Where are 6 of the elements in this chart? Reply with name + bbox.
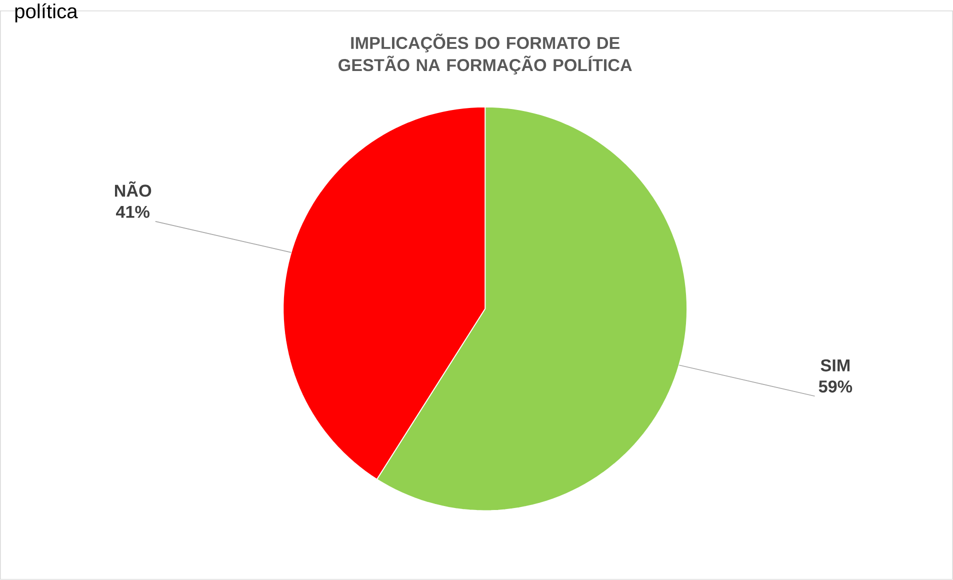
data-label: 59% bbox=[818, 380, 852, 393]
slice-label: SIM bbox=[820, 359, 850, 372]
text: política bbox=[15, 3, 78, 22]
chart-title: IMPLICAÇÕES DO FORMATO DE GESTÃO NA FORMAÇÃO POLÍTICA bbox=[338, 34, 632, 75]
slice-label: NÃO bbox=[114, 181, 152, 197]
data-label: 41% bbox=[116, 206, 150, 218]
